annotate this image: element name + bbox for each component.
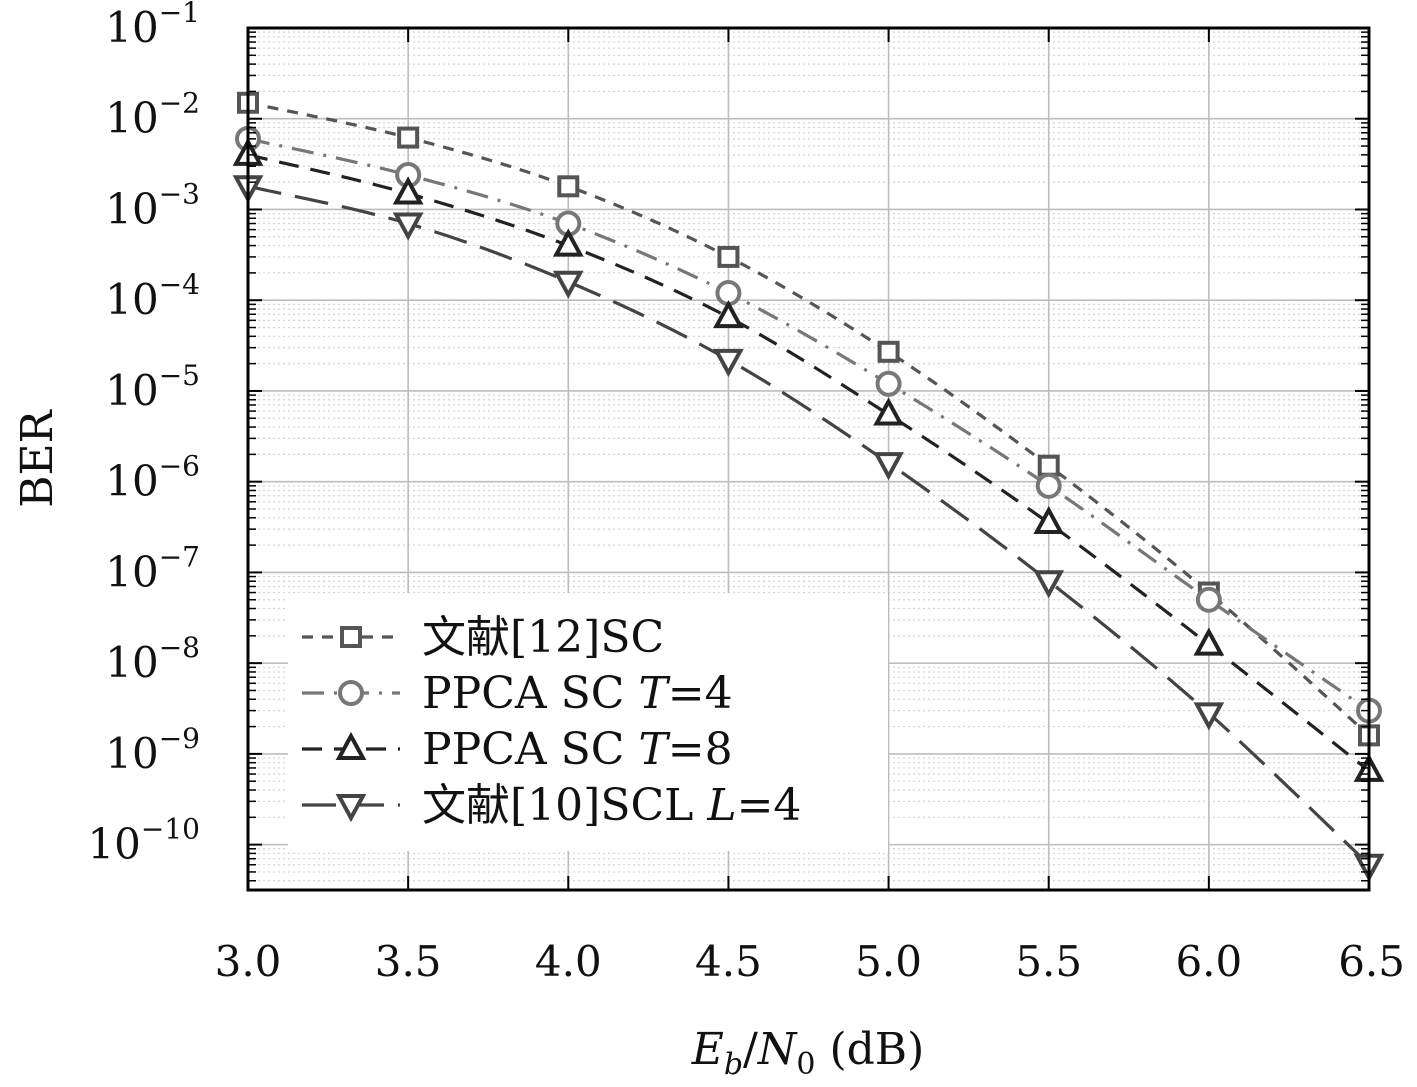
data-point — [717, 245, 740, 268]
legend-entry: PPCA SC T=4 — [302, 668, 733, 719]
data-point — [1033, 570, 1065, 599]
data-point — [552, 228, 584, 257]
data-point — [713, 348, 744, 378]
x-tick-label: 5.0 — [855, 937, 922, 986]
x-tick-label: 3.5 — [375, 937, 442, 986]
y-tick-label: 10−6 — [105, 450, 200, 506]
data-point — [1195, 586, 1222, 613]
data-point — [557, 175, 580, 198]
data-point — [552, 270, 584, 299]
y-tick-label: 10−7 — [105, 540, 200, 596]
axis-ticks — [247, 27, 1370, 890]
data-point — [392, 212, 424, 241]
data-point — [1035, 472, 1062, 499]
series-line — [247, 153, 1370, 773]
y-tick-labels: 10−1 10−2 10−3 10−4 10−5 10−6 10−7 10−8 10−9 10−1… — [87, 0, 200, 869]
y-tick-label: 10−2 — [105, 87, 200, 143]
y-tick-label: 10−9 — [105, 722, 200, 778]
legend-label: PPCA SC T=8 — [422, 724, 733, 775]
data-point — [1193, 627, 1225, 656]
data-point — [1037, 454, 1060, 477]
data-point — [877, 340, 900, 363]
legend-label: 文献[12]SC — [422, 612, 664, 663]
legend-marker — [335, 794, 367, 823]
x-tick-label: 3.0 — [215, 937, 282, 986]
y-tick-label: 10−5 — [105, 359, 200, 415]
data-point — [1033, 505, 1065, 535]
x-tick-label: 5.5 — [1015, 937, 1082, 986]
legend-entry: 文献[10]SCL L=4 — [302, 780, 801, 831]
data-point — [1193, 702, 1225, 731]
y-tick-label: 10−4 — [105, 268, 200, 324]
x-tick-label: 6.5 — [1338, 937, 1405, 986]
data-point — [392, 176, 424, 205]
y-axis-title: BER — [12, 408, 63, 507]
y-tick-label: 10−8 — [105, 631, 200, 687]
data-point — [713, 300, 744, 329]
series-line — [247, 184, 1371, 866]
data-point — [875, 370, 902, 397]
legend-marker — [338, 680, 364, 706]
legend-entry: PPCA SC T=8 — [302, 724, 733, 775]
y-tick-label: 10−10 — [87, 813, 200, 869]
y-tick-label: 10−3 — [105, 177, 200, 233]
data-point — [873, 397, 904, 426]
x-tick-label: 4.5 — [695, 937, 762, 986]
series-line — [247, 137, 1370, 712]
legend-label: PPCA SC T=4 — [422, 668, 733, 719]
x-tick-labels: 3.0 3.5 4.0 4.5 5.0 5.5 6.0 6.5 — [215, 937, 1405, 986]
y-tick-label: 10−1 — [105, 0, 200, 52]
data-point — [873, 452, 904, 481]
data-point — [397, 126, 420, 149]
plot-frame — [246, 26, 1371, 892]
legend-marker — [335, 731, 367, 760]
legend-entry: 文献[12]SC — [302, 612, 664, 663]
legend-marker — [340, 626, 362, 648]
x-axis-title: Eb/N0 (dB) — [691, 1024, 925, 1082]
x-tick-label: 4.0 — [535, 937, 602, 986]
x-tick-label: 6.0 — [1175, 937, 1242, 986]
legend-label: 文献[10]SCL L=4 — [422, 780, 801, 831]
